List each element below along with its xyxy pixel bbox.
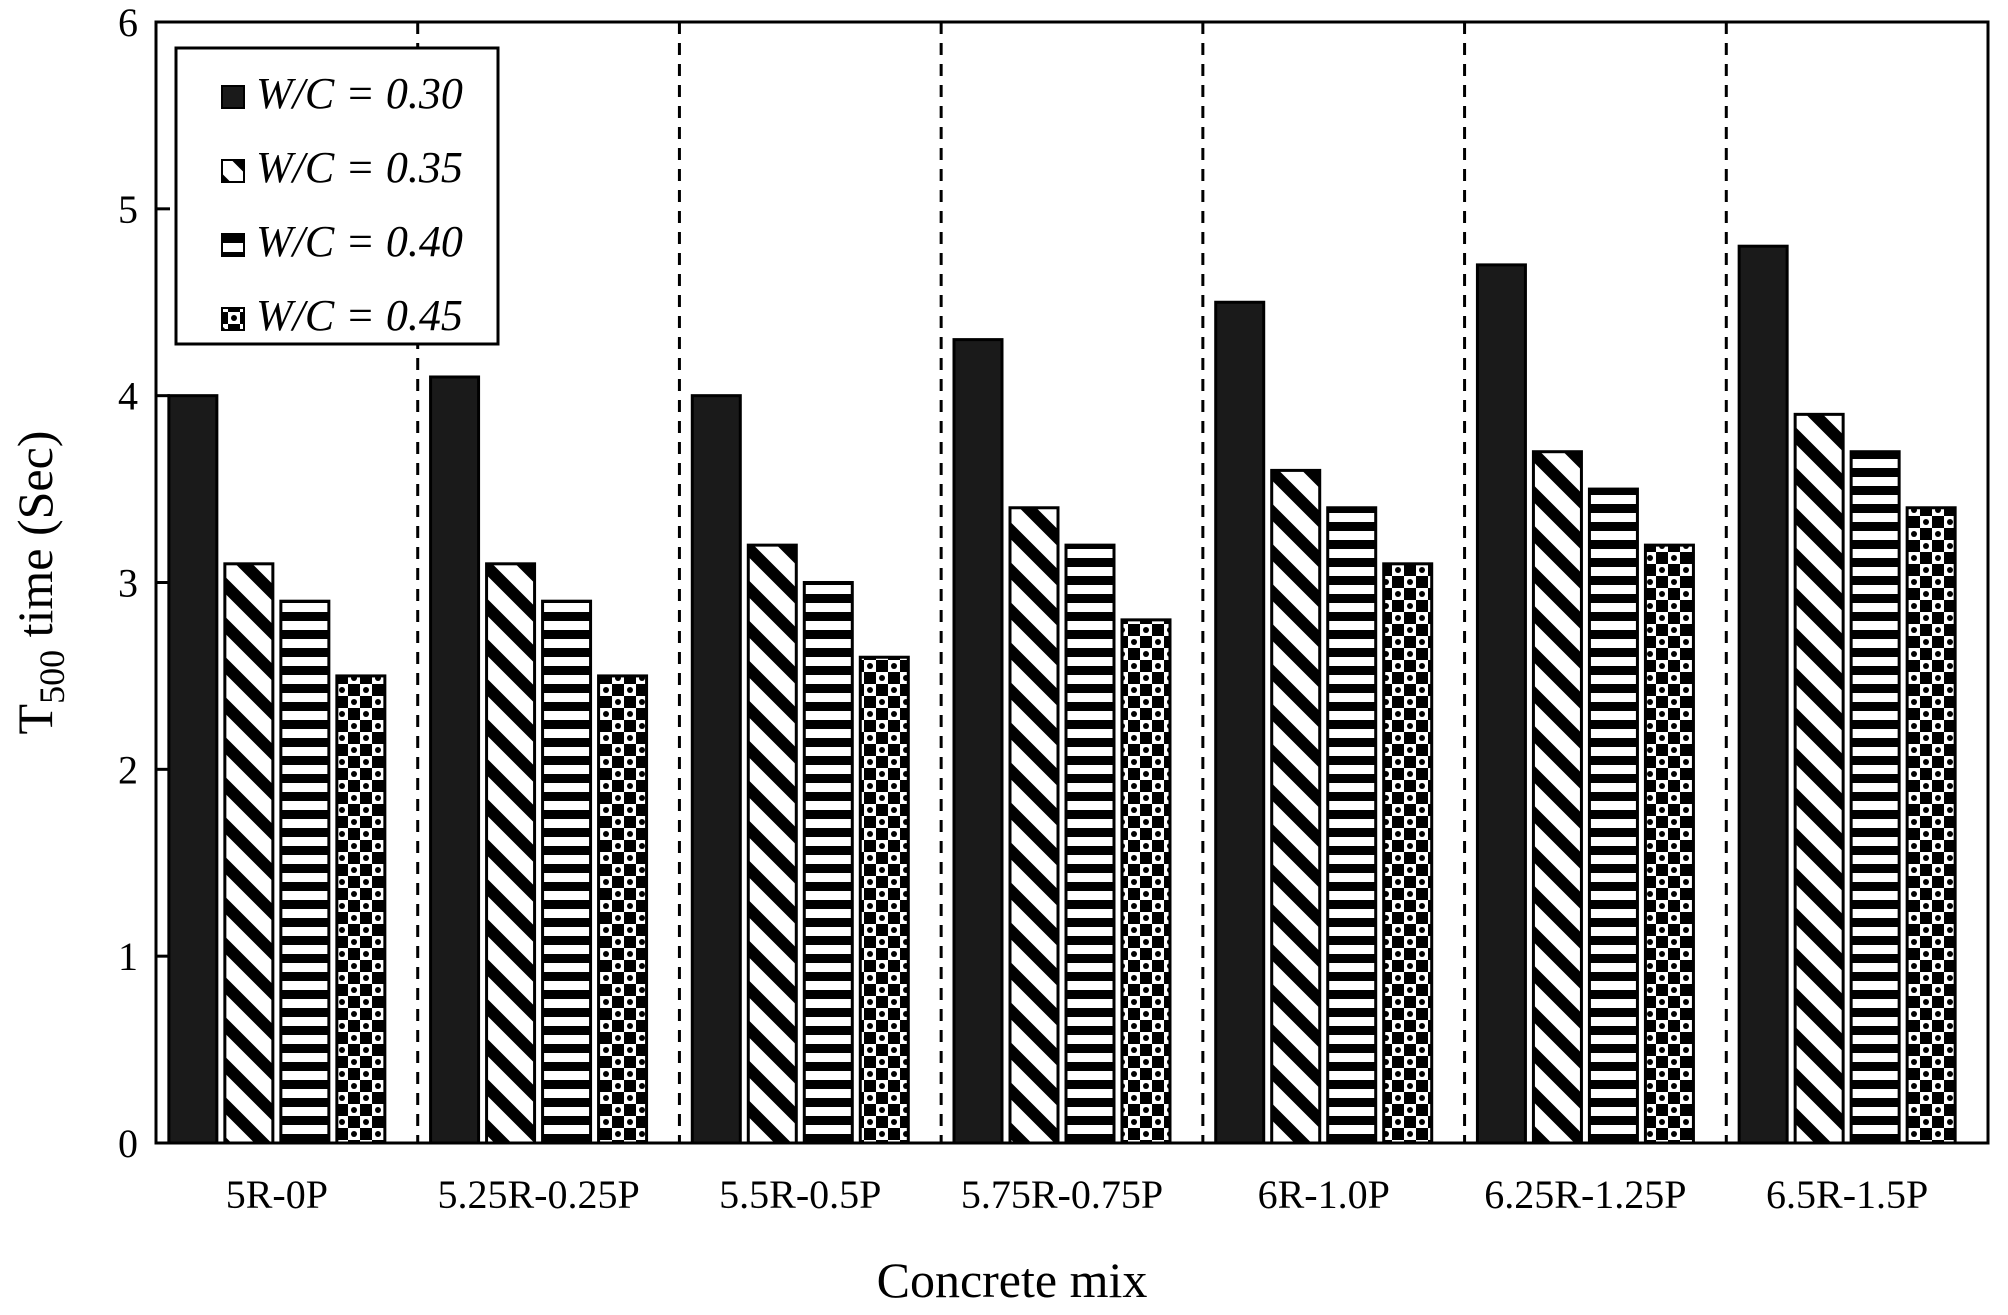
bar-6.5R-1.5P-series-1 xyxy=(1737,244,1789,1145)
legend-swatch xyxy=(221,85,245,109)
bar-5.5R-0.5P-series-1 xyxy=(690,394,742,1145)
y-tick-label: 0 xyxy=(118,1121,138,1166)
bar-5.5R-0.5P-series-2 xyxy=(746,543,798,1145)
bar-6.5R-1.5P-series-4 xyxy=(1905,506,1957,1145)
bar-6R-1.0P-series-4 xyxy=(1382,562,1434,1145)
y-tick-label: 5 xyxy=(118,187,138,232)
y-tick-label: 3 xyxy=(118,561,138,606)
bar-5.25R-0.25P-series-4 xyxy=(597,674,649,1145)
y-axis-title: T500 time (Sec) xyxy=(7,431,72,735)
y-axis-title-subscript: 500 xyxy=(32,650,72,704)
x-tick-label: 6R-1.0P xyxy=(1258,1172,1390,1217)
bar-6.25R-1.25P-series-3 xyxy=(1587,487,1639,1145)
bar-5R-0P-series-2 xyxy=(223,562,275,1145)
bar-5.75R-0.75P-series-4 xyxy=(1120,618,1172,1145)
legend-swatch xyxy=(221,307,245,331)
x-axis-title: Concrete mix xyxy=(877,1252,1148,1308)
bar-6R-1.0P-series-1 xyxy=(1214,300,1266,1145)
y-axis-title-suffix: time (Sec) xyxy=(7,431,63,650)
x-tick-label: 5.25R-0.25P xyxy=(437,1172,639,1217)
bar-6R-1.0P-series-3 xyxy=(1326,506,1378,1145)
legend-label: W/C = 0.40 xyxy=(256,217,463,266)
bar-5.5R-0.5P-series-4 xyxy=(858,655,910,1145)
x-tick-label: 6.5R-1.5P xyxy=(1766,1172,1928,1217)
x-tick-label: 5.5R-0.5P xyxy=(719,1172,881,1217)
x-tick-label: 5.75R-0.75P xyxy=(961,1172,1163,1217)
legend-box xyxy=(174,46,500,346)
bar-5R-0P-series-4 xyxy=(335,674,387,1145)
bar-5.5R-0.5P-series-3 xyxy=(802,581,854,1145)
y-tick-label: 1 xyxy=(118,934,138,979)
bar-5.25R-0.25P-series-3 xyxy=(541,599,593,1145)
bar-5.25R-0.25P-series-1 xyxy=(429,375,481,1145)
bar-5R-0P-series-1 xyxy=(167,394,219,1145)
legend: W/C = 0.30 W/C = 0.35 W/C = 0.40 W/C = 0.45 xyxy=(174,46,500,346)
bar-6.25R-1.25P-series-4 xyxy=(1643,543,1695,1145)
bar-6.5R-1.5P-series-2 xyxy=(1793,412,1845,1145)
legend-swatch xyxy=(221,159,245,183)
legend-label: W/C = 0.35 xyxy=(256,143,463,192)
x-tick-label: 5R-0P xyxy=(226,1172,328,1217)
bar-5.75R-0.75P-series-1 xyxy=(952,338,1004,1145)
y-tick-label: 4 xyxy=(118,374,138,419)
bar-6.25R-1.25P-series-2 xyxy=(1531,450,1583,1145)
bar-5R-0P-series-3 xyxy=(279,599,331,1145)
bar-6.5R-1.5P-series-3 xyxy=(1849,450,1901,1145)
legend-label: W/C = 0.45 xyxy=(256,291,463,340)
y-axis-title-main: T xyxy=(7,704,63,735)
bar-6R-1.0P-series-2 xyxy=(1270,468,1322,1145)
bar-6.25R-1.25P-series-1 xyxy=(1475,263,1527,1145)
x-tick-label: 6.25R-1.25P xyxy=(1484,1172,1686,1217)
bar-5.75R-0.75P-series-2 xyxy=(1008,506,1060,1145)
legend-label: W/C = 0.30 xyxy=(256,69,463,118)
bar-5.25R-0.25P-series-2 xyxy=(485,562,537,1145)
y-tick-label: 2 xyxy=(118,747,138,792)
y-tick-label: 6 xyxy=(118,0,138,45)
legend-swatch xyxy=(221,233,245,257)
bar-5.75R-0.75P-series-3 xyxy=(1064,543,1116,1145)
